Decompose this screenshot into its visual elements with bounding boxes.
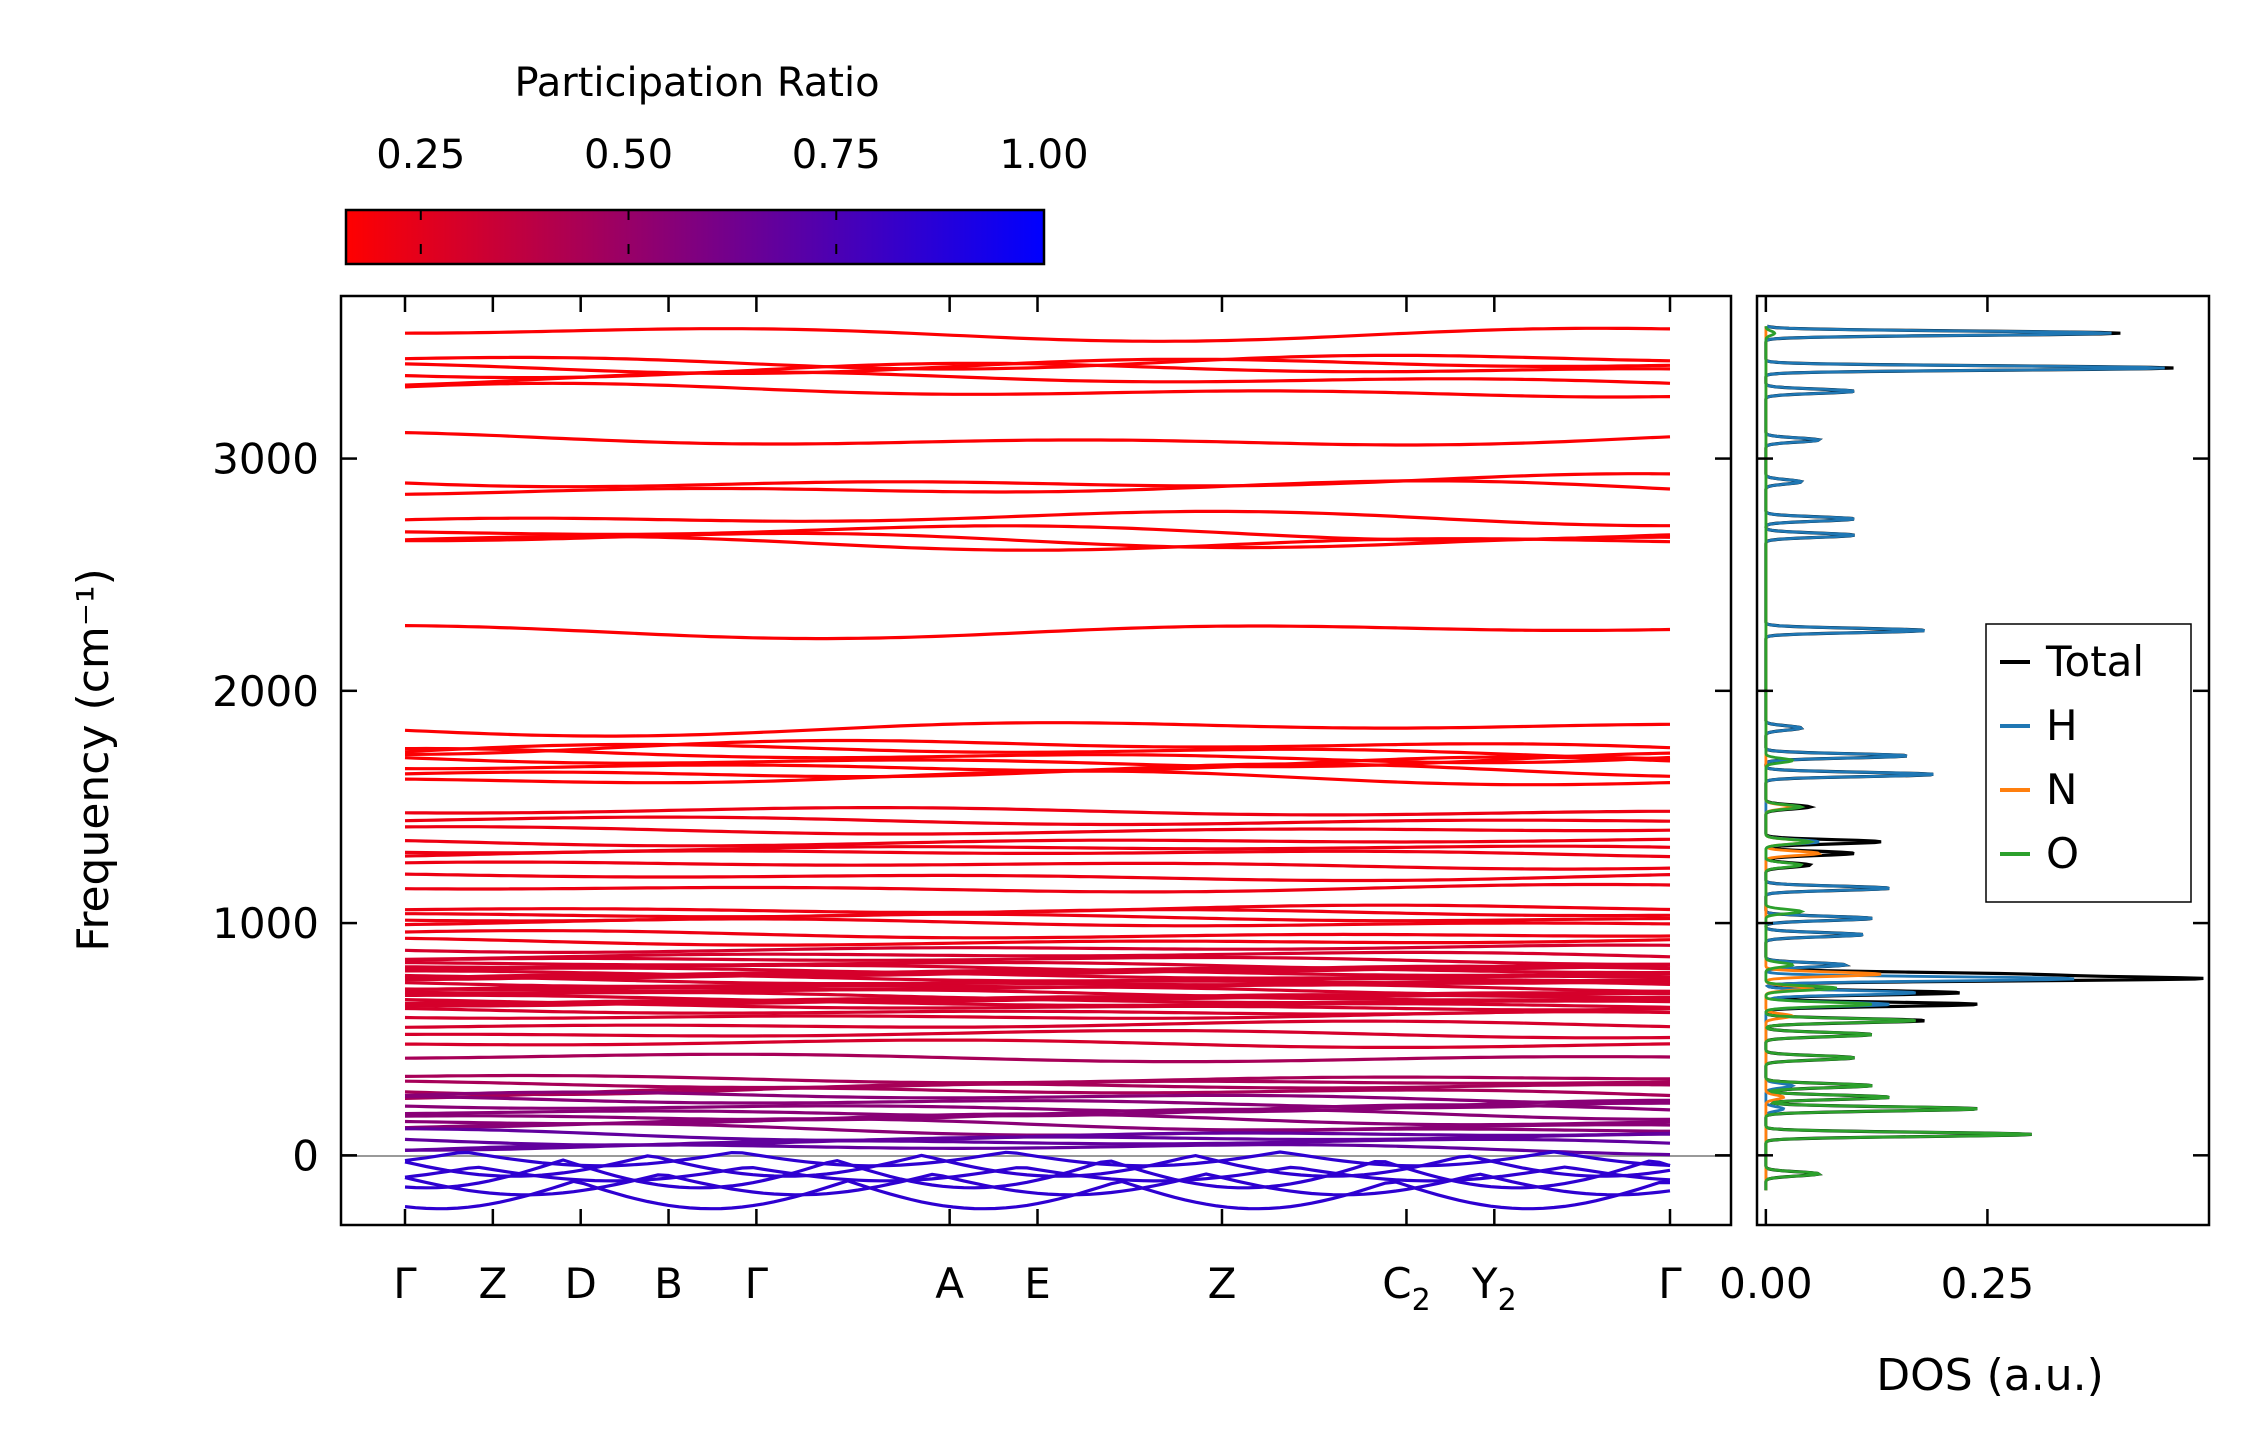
- band-axes-frame: [339, 294, 1733, 1227]
- phonon-band: [404, 1143, 1671, 1157]
- colorbar-title: Participation Ratio: [514, 60, 879, 106]
- legend-label: Total: [2045, 637, 2144, 686]
- legend-label: N: [2046, 765, 2077, 814]
- phonon-band: [404, 999, 1671, 1009]
- phonon-band: [404, 936, 1671, 947]
- phonon-band: [404, 509, 1670, 528]
- k-point-label: B: [654, 1259, 683, 1308]
- phonon-band: [404, 929, 1671, 940]
- y-tick-label: 3000: [212, 435, 319, 484]
- k-point-label: D: [565, 1259, 597, 1308]
- k-point-label: Γ: [745, 1259, 769, 1308]
- dos-axis-title: DOS (a.u.): [1876, 1350, 2104, 1401]
- phonon-band: [404, 955, 1671, 966]
- y-tick-label: 2000: [212, 667, 319, 716]
- frequency-axis-title: Frequency (cm⁻¹): [68, 568, 119, 952]
- dos-x-tick-label: 0.00: [1719, 1259, 1813, 1308]
- k-point-label: A: [935, 1259, 964, 1308]
- phonon-band: [405, 1038, 1671, 1049]
- phonon-band: [404, 472, 1671, 489]
- dos-axes-frame: [1755, 294, 2211, 1227]
- band-structure-panel: 0 1000 2000 3000 Γ Z D B Γ A E Z C2 Y2 Γ Frequency (c…: [68, 294, 1733, 1318]
- dos-panel: 0.00 0.25 DOS (a.u.) Total HNO: [1719, 294, 2211, 1401]
- k-point-label: E: [1024, 1259, 1051, 1308]
- phonon-band: [404, 849, 1671, 859]
- dos-y-ticks: [1757, 457, 2209, 1157]
- phonon-band: [404, 1019, 1671, 1029]
- colorbar-tick-label: 0.25: [376, 132, 465, 178]
- k-point-subscript: 2: [1498, 1283, 1517, 1318]
- phonon-band: [404, 1153, 1671, 1178]
- y-tick-label: 1000: [212, 899, 319, 948]
- dos-series-o: [1764, 326, 2032, 1191]
- phonon-band: [404, 769, 1671, 787]
- phonon-band: [404, 872, 1671, 883]
- phonon-band: [404, 943, 1671, 954]
- phonon-band: [404, 1052, 1671, 1064]
- k-point-label: Y2: [1471, 1259, 1517, 1318]
- k-point-label: C2: [1382, 1259, 1430, 1318]
- phonon-band: [404, 917, 1671, 928]
- phonon-band: [404, 751, 1671, 769]
- phonon-band: [404, 479, 1671, 496]
- phonon-band: [404, 381, 1671, 399]
- phonon-band: [404, 837, 1671, 848]
- phonon-band: [404, 1001, 1671, 1012]
- phonon-band: [404, 742, 1671, 761]
- phonon-band: [404, 882, 1671, 894]
- phonon-band: [404, 534, 1671, 552]
- dos-x-ticks: 0.00 0.25: [1719, 296, 2034, 1308]
- phonon-band: [404, 1179, 1671, 1211]
- colorbar-tick-label: 0.50: [584, 132, 673, 178]
- k-point-label: Z: [1208, 1259, 1237, 1308]
- phonon-band: [405, 738, 1671, 756]
- phonon-band: [405, 1029, 1671, 1040]
- dos-curves: [1764, 324, 2204, 1191]
- phonon-band: [404, 1010, 1671, 1020]
- dos-x-tick-label: 0.25: [1941, 1259, 2035, 1308]
- k-point-subscript: 2: [1412, 1283, 1431, 1318]
- phonon-bands: [404, 326, 1671, 1211]
- colorbar-ticks: 0.25 0.50 0.75 1.00: [376, 132, 1089, 264]
- band-y-ticks: 0 1000 2000 3000: [212, 435, 1731, 1180]
- phonon-band: [404, 431, 1671, 447]
- legend-entries: Total HNO: [2000, 637, 2144, 878]
- phonon-band: [404, 860, 1671, 871]
- phonon-band: [405, 908, 1671, 919]
- phonon-band: [404, 624, 1671, 641]
- phonon-band: [404, 1172, 1671, 1197]
- phonon-band: [404, 825, 1671, 836]
- colorbar: Participation Ratio 0.25 0.50 0.75 1.00: [344, 60, 1089, 266]
- phonon-band: [404, 326, 1671, 343]
- phonon-band: [404, 370, 1671, 387]
- k-point-label: Γ: [1658, 1259, 1682, 1308]
- phonon-band: [404, 806, 1670, 817]
- k-point-label: Γ: [393, 1259, 417, 1308]
- colorbar-gradient: [344, 208, 1046, 266]
- phonon-band: [404, 721, 1671, 738]
- legend-label: H: [2046, 701, 2078, 750]
- colorbar-tick-label: 1.00: [999, 132, 1088, 178]
- dos-legend: Total HNO: [1985, 623, 2192, 903]
- phonon-band: [404, 1094, 1671, 1110]
- phonon-band: [404, 353, 1671, 371]
- y-tick-label: 0: [292, 1131, 319, 1180]
- colorbar-tick-label: 0.75: [792, 132, 881, 178]
- phonon-band: [404, 1090, 1670, 1105]
- phonon-band: [404, 815, 1671, 827]
- k-point-label: Z: [478, 1259, 507, 1308]
- phonon-band: [404, 964, 1671, 976]
- phonon-band: [404, 1150, 1671, 1168]
- phonon-band: [404, 950, 1671, 961]
- legend-label: O: [2046, 829, 2079, 878]
- phonon-band: [404, 1158, 1671, 1190]
